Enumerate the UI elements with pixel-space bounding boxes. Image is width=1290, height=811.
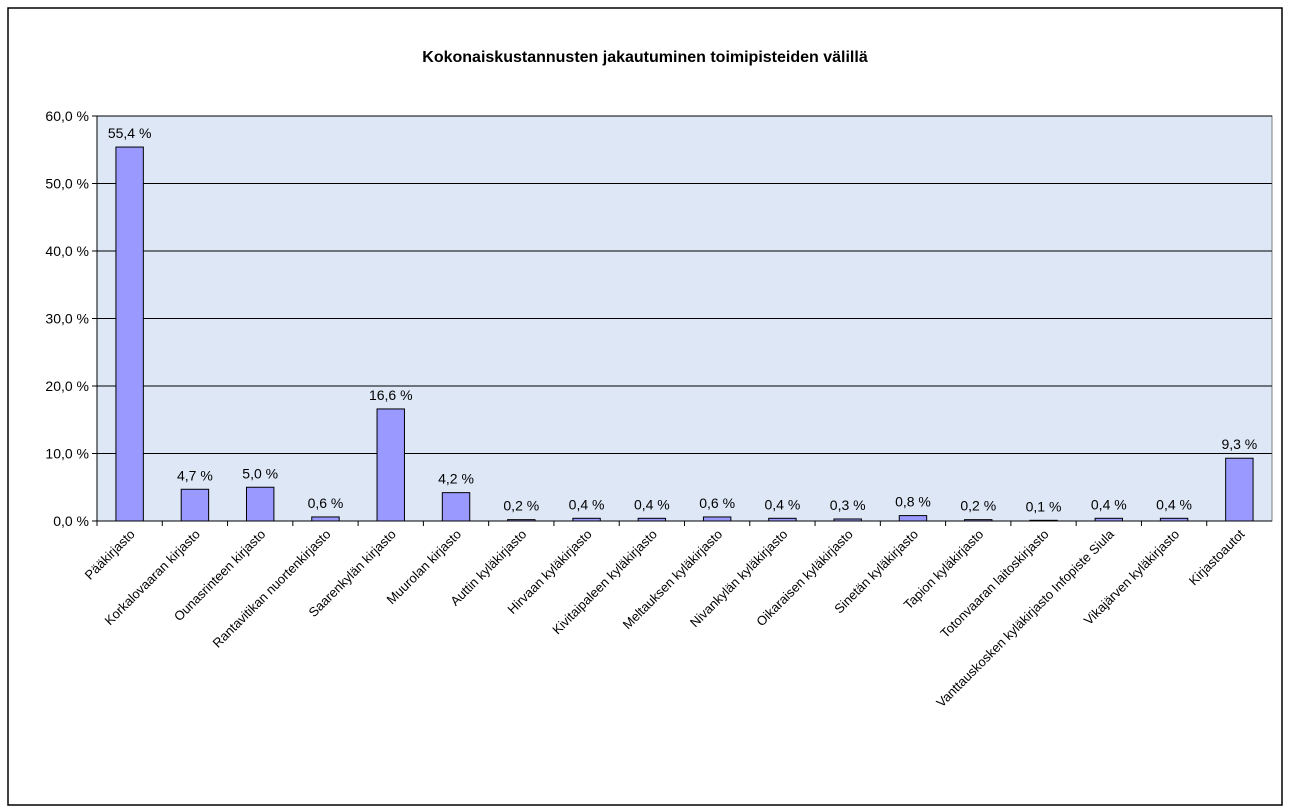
y-tick-label: 50,0 % (45, 176, 89, 192)
data-label: 0,4 % (634, 496, 670, 512)
bar (441, 492, 471, 522)
bar (1029, 519, 1058, 522)
data-label: 9,3 % (1221, 436, 1257, 452)
bar (768, 517, 797, 522)
y-tick-label: 20,0 % (45, 378, 89, 394)
data-label: 0,4 % (765, 496, 801, 512)
bar (572, 517, 601, 522)
bar (702, 516, 732, 522)
data-label: 5,0 % (242, 465, 278, 481)
y-tick-label: 40,0 % (45, 243, 89, 259)
data-label: 0,8 % (895, 494, 931, 510)
bar (1225, 457, 1254, 522)
data-label: 0,6 % (308, 495, 344, 511)
data-label: 0,2 % (503, 498, 539, 514)
bar (833, 518, 862, 522)
bar (311, 516, 340, 522)
data-label: 16,6 % (369, 387, 413, 403)
data-label: 0,1 % (1026, 498, 1062, 514)
bar (637, 517, 667, 522)
data-label: 0,6 % (699, 495, 735, 511)
chart-title: Kokonaiskustannusten jakautuminen toimip… (422, 49, 868, 66)
y-tick-label: 30,0 % (45, 311, 89, 327)
data-label: 55,4 % (108, 125, 152, 141)
data-label: 0,2 % (960, 498, 996, 514)
data-label: 4,2 % (438, 471, 474, 487)
bar (1159, 517, 1189, 522)
bar (376, 408, 405, 522)
bar (245, 486, 275, 522)
data-label: 0,4 % (1156, 496, 1192, 512)
bar (180, 488, 210, 522)
data-label: 0,4 % (1091, 496, 1127, 512)
bar (115, 146, 144, 522)
data-label: 0,3 % (830, 497, 866, 513)
bar (1094, 517, 1124, 522)
y-tick-label: 0,0 % (53, 513, 89, 529)
bar (507, 519, 536, 522)
y-tick-label: 10,0 % (45, 446, 89, 462)
data-label: 0,4 % (569, 496, 605, 512)
data-label: 4,7 % (177, 467, 213, 483)
y-tick-label: 60,0 % (45, 108, 89, 124)
bar (964, 519, 993, 522)
bar (898, 515, 928, 522)
